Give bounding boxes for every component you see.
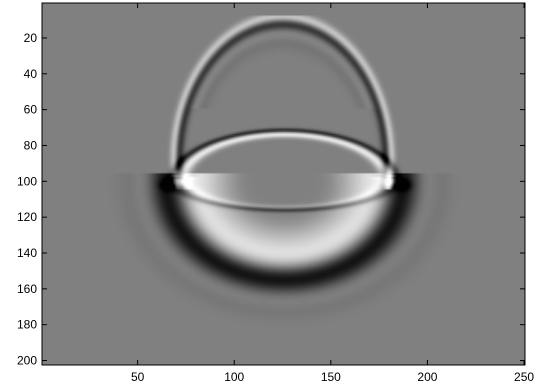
y-tick-label: 120 — [17, 210, 37, 224]
axis-ticks: 50 100 150 200 250 20 40 60 80 100 120 140 160 180 200 — [17, 2, 534, 384]
x-tick-label: 100 — [224, 370, 244, 384]
y-tick-label: 180 — [17, 318, 37, 332]
x-tick-label: 250 — [514, 370, 534, 384]
y-tick-label: 60 — [24, 103, 38, 117]
heatmap-area — [42, 3, 525, 365]
axes-frame — [41, 2, 526, 366]
y-tick-label: 200 — [17, 354, 37, 368]
y-tick-label: 40 — [24, 67, 38, 81]
x-tick-label: 150 — [321, 370, 341, 384]
x-tick-label: 200 — [417, 370, 437, 384]
y-tick-label: 100 — [17, 174, 37, 188]
y-tick-label: 160 — [17, 282, 37, 296]
y-tick-label: 20 — [24, 31, 38, 45]
y-tick-label: 80 — [24, 138, 38, 152]
heatmap-image — [42, 3, 525, 365]
y-tick-label: 140 — [17, 246, 37, 260]
x-tick-label: 50 — [131, 370, 145, 384]
